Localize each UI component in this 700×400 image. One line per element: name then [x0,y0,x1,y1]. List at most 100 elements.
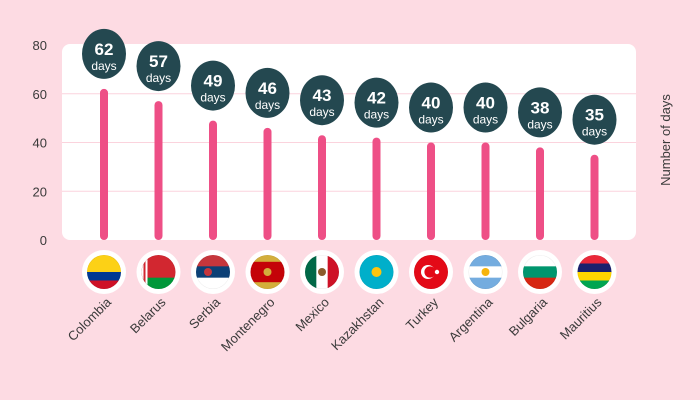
bar [209,120,217,240]
data-label: 38 [531,98,550,117]
flag-stripe [87,255,121,264]
bar [154,101,163,240]
data-unit-label: days [473,113,498,127]
flag-ornament [143,255,146,289]
flag-mauritius-icon [577,255,612,289]
flag-bulgaria-icon [523,255,557,289]
data-label: 62 [95,40,114,59]
flag-colombia-icon [87,255,121,289]
bar [263,127,272,240]
flag-serbia-icon [196,255,230,289]
y-tick-label: 0 [40,233,47,248]
data-label: 40 [476,94,495,113]
value-bubble [518,87,562,138]
flag-montenegro-icon [250,255,285,289]
flag-stripe [468,277,503,289]
flag-turkey-icon [414,255,448,289]
flag-stripe [87,272,121,281]
flag-stripe [141,277,176,289]
x-tick-label: Belarus [127,294,169,336]
y-tick-label: 60 [33,87,47,102]
bar [100,88,108,240]
y-tick-label: 80 [33,38,47,53]
value-bubble [300,75,344,126]
data-unit-label: days [309,105,334,119]
bar [536,147,544,240]
flag-emblem [204,268,212,276]
flag-stripe [305,255,317,289]
bar [427,142,435,240]
x-tick-label: Mexico [292,295,332,335]
flag-emblem [263,268,272,276]
data-unit-label: days [91,59,116,73]
x-tick-label: Colombia [65,294,115,344]
data-unit-label: days [255,98,280,112]
flag-stripe [250,275,285,283]
flag-stripe [523,255,557,267]
bar [481,142,490,240]
data-label: 57 [149,52,168,71]
x-tick-label: Serbia [186,294,224,332]
flag-stripe [87,263,121,273]
value-bubble [245,67,290,118]
data-label: 49 [204,72,223,91]
flag-stripe [250,255,285,263]
data-label: 40 [422,94,441,113]
flag-stripe [523,277,557,289]
data-unit-label: days [582,125,607,139]
flag-mexico-icon [305,255,339,289]
value-bubble [82,28,126,79]
flag-stripe [196,277,230,289]
value-bubble [409,82,453,133]
flag-argentina-icon [468,255,503,289]
bar [372,137,381,240]
flag-stripe [196,255,230,267]
flag-kazakhstan-icon [359,255,394,289]
data-unit-label: days [364,108,389,122]
x-tick-label: Argentina [446,294,497,345]
flag-stripe [577,255,612,264]
data-unit-label: days [146,71,171,85]
flag-stripe [196,266,230,279]
flag-star [434,269,440,275]
y-tick-label: 20 [33,184,47,199]
y-axis-title: Number of days [658,94,673,186]
flag-stripe [87,280,121,289]
data-label: 35 [585,106,604,125]
flag-belarus-icon [141,255,176,289]
x-tick-label: Kazakhstan [328,295,387,354]
flag-stripe [327,255,339,289]
flag-stripe [141,266,176,279]
data-label: 46 [258,79,277,98]
data-label: 43 [313,86,332,105]
flag-stripe [523,266,557,279]
flag-stripe [577,280,612,289]
value-bubble [572,94,617,145]
flag-emblem [318,268,326,276]
data-unit-label: days [418,113,443,127]
flag-stripe [250,261,285,270]
value-bubble [463,82,508,133]
flag-stripe [250,282,285,289]
x-tick-label: Montenegro [218,295,278,355]
x-tick-label: Mauritius [557,294,605,342]
x-tick-label: Turkey [403,294,442,333]
value-bubble [136,41,181,92]
flag-stripe [468,255,503,267]
flag-stripe [141,255,176,267]
bar [318,135,326,240]
value-bubble [354,77,399,128]
flag-stripe [577,272,612,281]
data-label: 42 [367,89,386,108]
y-tick-label: 40 [33,136,47,151]
flag-emblem [481,268,490,276]
value-bubble [191,60,235,111]
data-unit-label: days [200,91,225,105]
data-unit-label: days [527,117,552,131]
flag-emblem [371,267,382,277]
x-tick-label: Bulgaria [506,294,551,339]
flag-stripe [577,263,612,273]
flag-crescent-cut [424,266,436,278]
bar [590,154,599,240]
